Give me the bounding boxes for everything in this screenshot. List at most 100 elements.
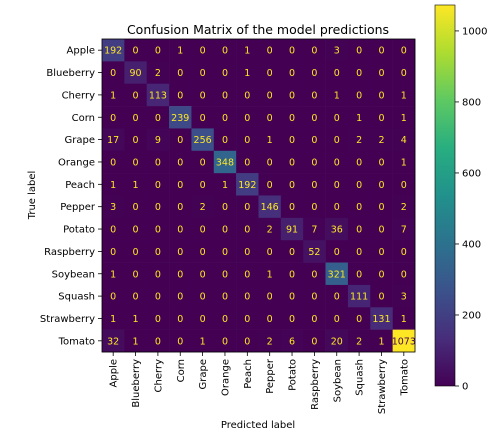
cell-value-label: 20	[331, 336, 343, 347]
heatmap-cell	[102, 307, 125, 330]
cell-value-label: 0	[334, 314, 340, 325]
heatmap-cell	[303, 217, 326, 241]
cell-value-label: 1	[110, 314, 116, 325]
heatmap-cell	[236, 329, 259, 353]
cell-value-label: 0	[244, 157, 250, 168]
heatmap-cell	[303, 284, 326, 308]
cell-value-label: 0	[401, 68, 407, 79]
cell-value-label: 0	[267, 292, 273, 303]
heatmap-cell	[146, 329, 170, 353]
cell-value-label: 0	[289, 269, 295, 280]
cell-value-label: 0	[244, 135, 250, 146]
cell-value-label: 0	[177, 157, 183, 168]
cell-value-label: 0	[334, 68, 340, 79]
heatmap-cell	[303, 106, 326, 129]
heatmap-cell	[392, 217, 416, 241]
cell-value-label: 0	[222, 269, 228, 280]
heatmap-cell	[124, 61, 148, 85]
cell-value-label: 0	[222, 314, 228, 325]
cell-value-label: 0	[401, 247, 407, 258]
x-tick-label: Grape	[198, 359, 209, 390]
heatmap-cell	[325, 329, 349, 353]
heatmap-cell	[124, 128, 148, 152]
cell-value-label: 0	[244, 247, 250, 258]
heatmap-cell	[370, 307, 393, 330]
heatmap-cell	[392, 106, 416, 129]
y-tick-label: Corn	[72, 113, 95, 124]
cell-value-label: 2	[267, 336, 273, 347]
cell-value-label: 111	[350, 292, 368, 303]
heatmap-cell	[191, 150, 215, 174]
cell-value-label: 321	[328, 269, 346, 280]
cell-value-label: 1	[177, 46, 183, 57]
cell-value-label: 0	[378, 46, 384, 57]
heatmap-cell	[213, 262, 237, 286]
heatmap-cell	[370, 106, 393, 129]
heatmap-cell	[392, 195, 416, 219]
cell-value-label: 131	[372, 314, 390, 325]
heatmap-cell	[303, 173, 326, 196]
heatmap-cell	[303, 240, 326, 263]
cell-value-label: 0	[222, 68, 228, 79]
heatmap-cell	[213, 150, 237, 174]
cell-value-label: 0	[222, 292, 228, 303]
heatmap-cell	[280, 284, 304, 308]
heatmap-cell	[303, 39, 326, 62]
heatmap-cell	[325, 106, 349, 129]
heatmap-cell	[124, 106, 148, 129]
cell-value-label: 0	[356, 202, 362, 213]
heatmap-cell	[258, 284, 282, 308]
cell-value-label: 0	[356, 247, 362, 258]
heatmap-cell	[325, 240, 349, 263]
heatmap-cell	[347, 39, 371, 62]
heatmap-cell	[213, 39, 237, 62]
heatmap-cell	[146, 284, 170, 308]
heatmap-cell	[325, 150, 349, 174]
cell-value-label: 0	[289, 90, 295, 101]
cell-value-label: 2	[378, 135, 384, 146]
cell-value-label: 0	[289, 180, 295, 191]
cell-value-label: 0	[222, 225, 228, 236]
cell-value-label: 2	[356, 135, 362, 146]
cell-value-label: 0	[155, 247, 161, 258]
cell-value-label: 2	[267, 225, 273, 236]
x-tick-label: Blueberry	[131, 359, 142, 408]
cell-value-label: 0	[177, 202, 183, 213]
heatmap-cell	[213, 195, 237, 219]
cell-value-label: 0	[222, 90, 228, 101]
cell-value-label: 0	[289, 113, 295, 124]
cell-value-label: 0	[401, 180, 407, 191]
heatmap-cell	[124, 150, 148, 174]
heatmap-cell	[169, 128, 192, 152]
heatmap-cell	[280, 83, 304, 107]
y-tick-label: Pepper	[60, 202, 96, 213]
heatmap-cell	[258, 128, 282, 152]
cell-value-label: 0	[155, 180, 161, 191]
y-tick-label: Orange	[58, 157, 95, 168]
heatmap-cell	[370, 217, 393, 241]
heatmap-cell	[236, 217, 259, 241]
cell-value-label: 0	[267, 247, 273, 258]
cell-value-label: 0	[155, 157, 161, 168]
heatmap-cell	[370, 83, 393, 107]
cell-value-label: 1	[401, 157, 407, 168]
cell-value-label: 0	[133, 157, 139, 168]
y-tick-label: Blueberry	[46, 68, 95, 79]
cell-value-label: 0	[200, 180, 206, 191]
cell-value-label: 0	[244, 336, 250, 347]
cell-value-label: 0	[311, 68, 317, 79]
y-axis-label: True label	[27, 171, 38, 221]
cell-value-label: 1	[267, 269, 273, 280]
colorbar-ticks: 0 200 400 600 800 1000	[455, 26, 487, 393]
cell-value-label: 0	[200, 46, 206, 57]
heatmap-cell	[124, 217, 148, 241]
cell-value-label: 0	[222, 135, 228, 146]
heatmap-cell	[146, 217, 170, 241]
heatmap-cell	[347, 195, 371, 219]
cell-value-label: 0	[334, 292, 340, 303]
heatmap-cell	[146, 83, 170, 107]
cell-value-label: 0	[311, 46, 317, 57]
cell-value-label: 0	[401, 46, 407, 57]
cell-value-label: 0	[177, 247, 183, 258]
heatmap-cell	[213, 217, 237, 241]
